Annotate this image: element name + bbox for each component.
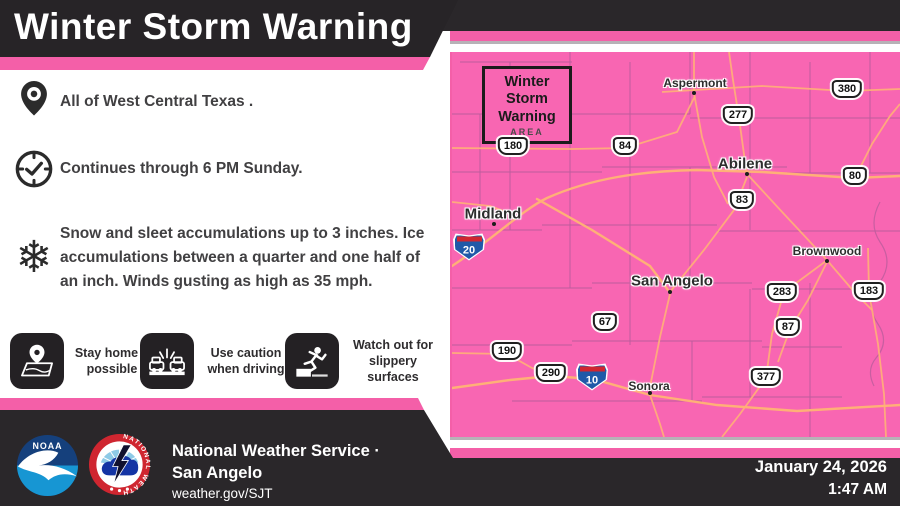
slippery-surface-icon	[285, 333, 339, 389]
snowflake-icon: ❄	[15, 232, 53, 283]
city-dot	[648, 391, 652, 395]
alert-details-text: Snow and sleet accumulations up to 3 inc…	[60, 224, 425, 290]
us-route-shield-290: 290	[535, 364, 567, 382]
city-label-sonora: Sonora	[628, 379, 670, 393]
alert-row-details: ❄ Snow and sleet accumulations up to 3 i…	[8, 218, 434, 298]
city-dot	[692, 91, 696, 95]
interstate-number: 20	[462, 244, 476, 256]
warning-box-subtext: AREA	[510, 127, 544, 138]
warning-area-map: Winter Storm Warning AREA Aspermont Abil…	[452, 52, 900, 437]
warning-box-text: Storm	[506, 91, 548, 108]
us-route-shield-283: 283	[766, 283, 798, 301]
city-dot	[745, 172, 749, 176]
alert-row-location: All of West Central Texas .	[8, 76, 428, 128]
noaa-logo-text: NOAA	[33, 441, 63, 451]
alert-time-text: Continues through 6 PM Sunday.	[60, 159, 303, 177]
safety-tip-slippery: Watch out for slippery surfaces	[285, 333, 441, 389]
agency-name-line2: San Angelo	[172, 464, 263, 482]
warning-box-text: Warning	[498, 108, 556, 125]
us-route-shield-180: 180	[497, 137, 529, 155]
us-route-shield-190: 190	[491, 342, 523, 360]
map-frame-bottom	[450, 437, 900, 448]
safety-tip-stay-home: Stay home if possible	[10, 333, 154, 389]
agency-block: National Weather Service · San Angelo we…	[172, 440, 380, 504]
issue-date: January 24, 2026	[754, 458, 887, 476]
stay-home-icon	[10, 333, 64, 389]
agency-name-line1: National Weather Service ·	[172, 442, 380, 460]
safety-tip-label: Watch out for slippery surfaces	[352, 337, 434, 385]
map-frame-top	[450, 41, 900, 52]
interstate-number: 10	[585, 374, 599, 386]
us-route-shield-377: 377	[750, 368, 782, 386]
map-panel: Winter Storm Warning AREA Aspermont Abil…	[450, 31, 900, 458]
city-label-brownwood: Brownwood	[792, 244, 862, 258]
agency-website: weather.gov/SJT	[172, 486, 273, 501]
nws-logo: NATIONAL WEATHER SERVICE	[85, 428, 151, 501]
safety-tip-driving: Use caution when driving	[140, 333, 292, 389]
car-crash-icon	[140, 333, 194, 389]
us-route-shield-380: 380	[831, 80, 863, 98]
date-block: January 24, 2026 1:47 AM	[755, 456, 887, 501]
us-route-shield-87: 87	[775, 318, 801, 336]
city-dot	[668, 290, 672, 294]
clock-icon	[8, 149, 60, 189]
roads	[452, 52, 900, 437]
us-route-shield-67: 67	[592, 313, 618, 331]
city-label-san-angelo: San Angelo	[631, 272, 713, 290]
city-label-abilene: Abilene	[717, 155, 773, 173]
issue-time: 1:47 AM	[828, 481, 887, 498]
title-bar: Winter Storm Warning	[0, 0, 458, 57]
alert-row-time: Continues through 6 PM Sunday.	[8, 146, 428, 192]
alert-location-text: All of West Central Texas .	[60, 92, 254, 110]
title-accent-stripe	[0, 57, 430, 70]
us-route-shield-80: 80	[842, 167, 868, 185]
us-route-shield-83: 83	[729, 191, 755, 209]
safety-tip-label: Use caution when driving	[207, 345, 285, 376]
warning-box-text: Winter	[504, 74, 550, 90]
city-label-aspermont: Aspermont	[663, 76, 727, 90]
location-pin-icon	[8, 78, 60, 126]
safety-tip-label: Stay home if possible	[74, 345, 150, 376]
us-route-shield-84: 84	[612, 137, 638, 155]
city-dot	[825, 259, 829, 263]
us-route-shield-277: 277	[722, 106, 754, 124]
warning-area-box: Winter Storm Warning AREA	[482, 66, 572, 145]
page-title: Winter Storm Warning	[14, 6, 413, 47]
footer-accent-stripe	[0, 398, 424, 410]
footer: NOAA NATIONAL WEATHER SERVICE N	[0, 398, 900, 506]
noaa-logo: NOAA	[16, 434, 79, 502]
us-route-shield-183: 183	[853, 282, 885, 300]
city-dot	[492, 222, 496, 226]
city-label-midland: Midland	[464, 205, 522, 223]
